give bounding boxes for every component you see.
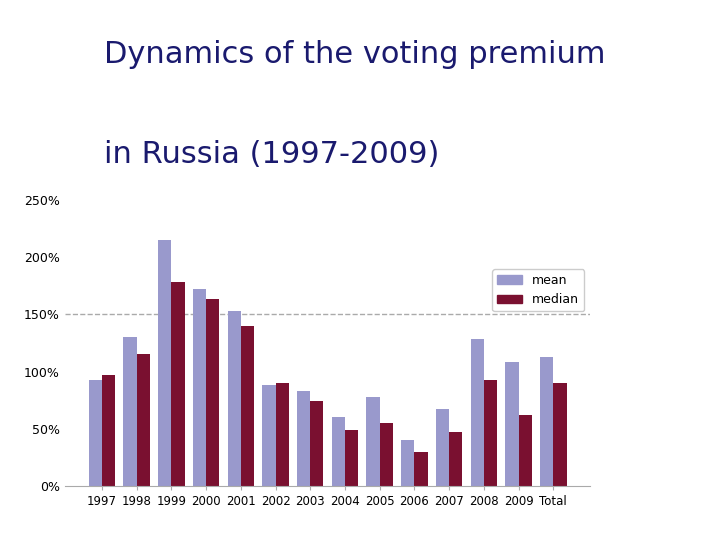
- Bar: [123, 337, 137, 486]
- Bar: [345, 430, 358, 486]
- Bar: [484, 380, 497, 486]
- Bar: [379, 423, 393, 486]
- Bar: [505, 362, 518, 486]
- Bar: [366, 397, 379, 486]
- Bar: [276, 383, 289, 486]
- Bar: [158, 240, 171, 486]
- Bar: [518, 415, 532, 486]
- Bar: [449, 432, 462, 486]
- Bar: [228, 311, 240, 486]
- Bar: [262, 385, 276, 486]
- Bar: [171, 282, 184, 486]
- Bar: [89, 380, 102, 486]
- Bar: [240, 326, 254, 486]
- Legend: mean, median: mean, median: [492, 269, 584, 311]
- Bar: [540, 356, 553, 486]
- Bar: [297, 391, 310, 486]
- Bar: [310, 401, 323, 486]
- Bar: [332, 417, 345, 486]
- Bar: [401, 440, 415, 486]
- Bar: [137, 354, 150, 486]
- Bar: [436, 409, 449, 486]
- Bar: [471, 340, 484, 486]
- Bar: [193, 289, 206, 486]
- Text: in Russia (1997-2009): in Russia (1997-2009): [104, 140, 440, 169]
- Bar: [415, 451, 428, 486]
- Text: Dynamics of the voting premium: Dynamics of the voting premium: [104, 40, 606, 69]
- Bar: [206, 299, 220, 486]
- Bar: [553, 383, 567, 486]
- Bar: [102, 375, 115, 486]
